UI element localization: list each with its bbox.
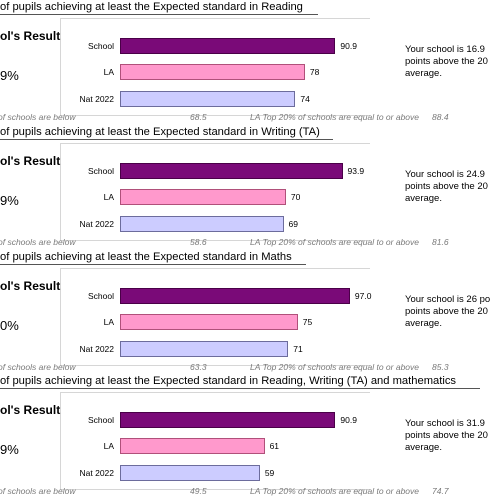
chart-plot-area <box>60 143 370 241</box>
value-label-la: 78 <box>309 67 320 77</box>
comment-line: Your school is 26 po <box>405 294 491 305</box>
chart-panel: of pupils achieving at least the Expecte… <box>0 0 499 124</box>
footer-top-value: 85.3 <box>432 362 449 372</box>
title-underline <box>0 264 306 265</box>
chart-plot-area <box>60 268 370 366</box>
category-label-school: School <box>88 41 114 51</box>
comment-line: average. <box>405 193 442 204</box>
comment-line: points above the 20 <box>405 56 488 67</box>
comment-line: points above the 20 <box>405 306 488 317</box>
bar-school <box>120 288 350 304</box>
comparison-comment: Your school is 24.9 points above the 20 av… <box>405 169 499 205</box>
value-label-la: 70 <box>290 192 301 202</box>
category-label-la: LA <box>103 192 114 202</box>
bar-la <box>120 189 286 205</box>
comparison-comment: Your school is 16.9 points above the 20 av… <box>405 44 499 80</box>
category-label-la: LA <box>103 317 114 327</box>
footer-top-text: LA Top 20% of schools are equal to or ab… <box>250 362 420 372</box>
value-label-la: 75 <box>302 317 313 327</box>
footer-below-value: 58.6 <box>190 237 207 247</box>
footer-below-text: of schools are below <box>0 237 76 247</box>
category-label-school: School <box>88 166 114 176</box>
category-label-nat: Nat 2022 <box>79 468 115 478</box>
school-result-label: ol's Result <box>0 154 61 168</box>
school-result-percent: 0% <box>0 318 19 333</box>
value-label-nat: 74 <box>300 94 310 104</box>
category-label-la: LA <box>103 441 114 451</box>
value-label-la: 61 <box>269 441 280 451</box>
bar-school <box>120 412 336 428</box>
bar-la <box>120 314 298 330</box>
comment-line: points above the 20 <box>405 430 488 441</box>
school-result-label: ol's Result <box>0 403 61 417</box>
footer-top-text: LA Top 20% of schools are equal to or ab… <box>250 486 420 496</box>
chart-plot-area <box>60 392 370 490</box>
comment-line: Your school is 31.9 <box>405 418 485 429</box>
comparison-comment: Your school is 26 po points above the 20 a… <box>405 294 499 330</box>
footer-below-value: 68.5 <box>190 112 207 122</box>
title-underline <box>0 14 318 15</box>
bar-nat <box>120 465 260 481</box>
bar-school <box>120 163 343 179</box>
category-label-school: School <box>88 291 114 301</box>
chart-plot-area <box>60 18 370 116</box>
footer-below-text: of schools are below <box>0 362 76 372</box>
footer-top-value: 81.6 <box>432 237 449 247</box>
footer-below-value: 63.3 <box>190 362 207 372</box>
chart-panel: of pupils achieving at least the Expecte… <box>0 250 499 374</box>
school-result-label: ol's Result <box>0 279 61 293</box>
title-underline <box>0 388 480 389</box>
category-label-nat: Nat 2022 <box>79 94 115 104</box>
school-result-percent: 9% <box>0 193 19 208</box>
category-label-la: LA <box>103 67 114 77</box>
category-label-nat: Nat 2022 <box>79 344 115 354</box>
comment-line: Your school is 24.9 <box>405 169 485 180</box>
bar-nat <box>120 341 289 357</box>
chart-title: of pupils achieving at least the Expecte… <box>0 251 292 263</box>
bar-la <box>120 64 305 80</box>
bar-nat <box>120 216 284 232</box>
value-label-nat: 71 <box>293 344 303 354</box>
comment-line: average. <box>405 318 442 329</box>
category-label-school: School <box>88 415 114 425</box>
comment-line: average. <box>405 442 442 453</box>
value-label-school: 90.9 <box>340 415 357 425</box>
footer-below-text: of schools are below <box>0 486 76 496</box>
category-label-nat: Nat 2022 <box>79 219 115 229</box>
footer-top-value: 74.7 <box>432 486 449 496</box>
comment-line: average. <box>405 68 442 79</box>
school-result-percent: 9% <box>0 442 19 457</box>
value-label-school: 93.9 <box>347 166 365 176</box>
footer-top-text: LA Top 20% of schools are equal to or ab… <box>250 112 420 122</box>
bar-nat <box>120 91 296 107</box>
chart-title: of pupils achieving at least the Expecte… <box>0 375 457 387</box>
bar-la <box>120 438 265 454</box>
footer-top-text: LA Top 20% of schools are equal to or ab… <box>250 237 420 247</box>
chart-panel: of pupils achieving at least the Expecte… <box>0 125 499 249</box>
chart-title: of pupils achieving at least the Expecte… <box>0 1 303 13</box>
title-underline <box>0 139 333 140</box>
comment-line: points above the 20 <box>405 181 488 192</box>
value-label-school: 97.0 <box>354 291 372 301</box>
school-result-percent: 9% <box>0 68 19 83</box>
value-label-school: 90.9 <box>340 41 357 51</box>
chart-title: of pupils achieving at least the Expecte… <box>0 126 320 138</box>
value-label-nat: 69 <box>288 219 298 229</box>
bar-school <box>120 38 336 54</box>
chart-panel: of pupils achieving at least the Expecte… <box>0 374 499 498</box>
value-label-nat: 59 <box>264 468 275 478</box>
footer-below-text: of schools are below <box>0 112 76 122</box>
footer-top-value: 88.4 <box>432 112 449 122</box>
school-result-label: ol's Result <box>0 29 61 43</box>
comment-line: Your school is 16.9 <box>405 44 485 55</box>
footer-below-value: 49.5 <box>190 486 207 496</box>
comparison-comment: Your school is 31.9 points above the 20 av… <box>405 418 499 454</box>
